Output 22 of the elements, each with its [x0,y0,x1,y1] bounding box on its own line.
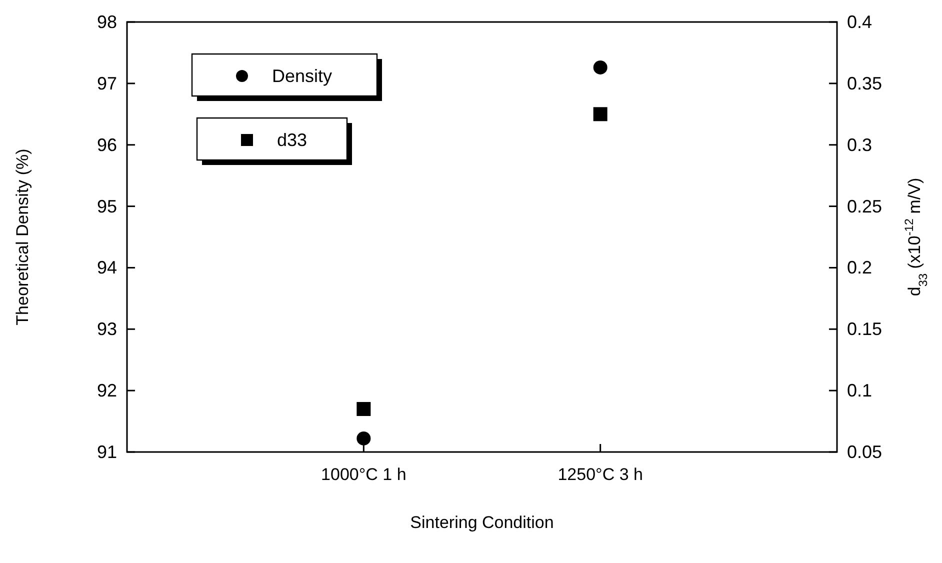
y-tick-label: 95 [96,196,117,216]
y2-tick-label: 0.3 [847,134,872,155]
x-axis-title: Sintering Condition [410,513,554,532]
y2-tick-label: 0.1 [847,380,872,401]
x-tick-label: 1000°C 1 h [321,465,406,484]
legend-label: d33 [277,130,308,150]
y-axis-title: Theoretical Density (%) [13,148,32,326]
x-tick-label: 1250°C 3 h [558,465,643,484]
y-tick-label: 92 [96,380,117,401]
y-tick-label: 96 [96,134,117,155]
y2-tick-label: 0.25 [847,196,882,216]
y-tick-label: 93 [96,319,117,340]
y-tick-label: 98 [96,12,117,32]
y2-tick-label: 0.2 [847,258,872,278]
y2-tick-label: 0.15 [847,319,882,340]
y2-tick-label: 0.05 [847,442,882,462]
y2-tick-label: 0.35 [847,73,882,94]
y-tick-label: 97 [96,73,117,94]
y2-tick-label: 0.4 [847,12,872,32]
y-tick-label: 94 [96,258,117,278]
legend-label: Density [272,66,332,86]
y-tick-label: 91 [96,442,117,462]
